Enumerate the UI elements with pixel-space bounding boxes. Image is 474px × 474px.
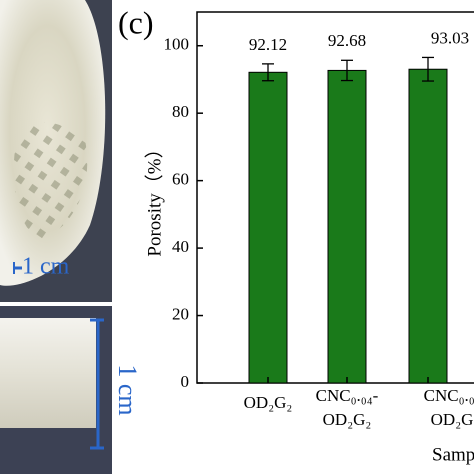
y-tick-label: 100 bbox=[164, 35, 190, 54]
bar bbox=[327, 69, 367, 384]
x-tick-label: CNC₀.₀₄- bbox=[316, 386, 379, 405]
y-tick-label: 0 bbox=[181, 372, 190, 391]
x-tick-label: CNC₀.₀₈- bbox=[424, 386, 474, 405]
bar bbox=[408, 68, 448, 384]
scale-label: 1 cm bbox=[113, 364, 142, 415]
photo-top: 1 cm bbox=[0, 0, 112, 302]
value-label: 92.12 bbox=[249, 35, 287, 54]
scale-label: 1 cm bbox=[22, 254, 70, 280]
x-tick-label: OD₂G₂ bbox=[244, 393, 293, 412]
x-tick-label: OD₂G₂ bbox=[323, 410, 372, 429]
x-axis-label: Sample bbox=[432, 444, 474, 465]
y-axis-label: Porosity（%） bbox=[143, 139, 165, 256]
y-tick-label: 20 bbox=[172, 304, 189, 323]
y-tick-label: 60 bbox=[172, 170, 189, 189]
value-label: 93.03 bbox=[431, 28, 469, 47]
x-tick-label: OD₂G₂ bbox=[431, 410, 474, 429]
panel-label: (c) bbox=[118, 4, 154, 40]
photo-bottom: 1 cm bbox=[0, 306, 142, 474]
value-label: 92.68 bbox=[328, 31, 366, 50]
y-tick-label: 80 bbox=[172, 102, 189, 121]
y-tick-label: 40 bbox=[172, 237, 189, 256]
bar bbox=[248, 71, 288, 384]
